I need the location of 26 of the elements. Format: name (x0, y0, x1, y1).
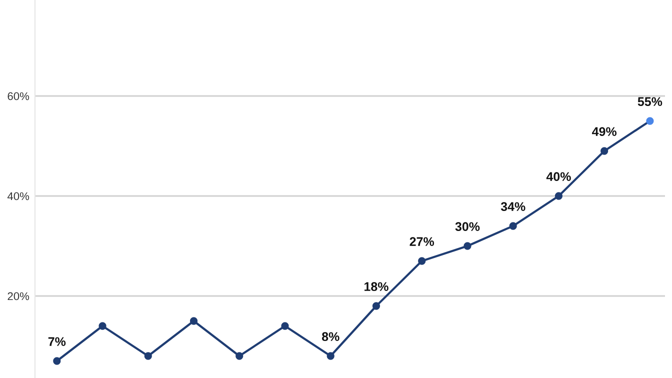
point (326, 352, 334, 360)
data-label: 34% (500, 202, 526, 212)
data-label: 27% (410, 237, 434, 246)
y-tick-label: 60% (8, 92, 30, 100)
y-tick-label: 20% (8, 292, 30, 300)
point (281, 322, 289, 330)
point (144, 352, 152, 360)
point (98, 322, 106, 330)
point (190, 317, 198, 325)
data-label: 18% (364, 282, 388, 292)
point (509, 222, 517, 230)
data-label: 49% (592, 127, 617, 136)
data-label: 55% (638, 97, 662, 106)
point (372, 302, 380, 310)
point (464, 242, 472, 250)
point (646, 117, 654, 125)
data-label: 30% (455, 222, 480, 232)
point (554, 192, 563, 200)
point (236, 352, 244, 360)
point (600, 147, 608, 155)
point (418, 257, 426, 265)
data-label: 8% (322, 332, 340, 342)
data-label: 7% (48, 337, 66, 346)
point (53, 357, 61, 365)
y-tick-label: 40% (7, 192, 30, 200)
data-label: 40% (546, 172, 571, 182)
